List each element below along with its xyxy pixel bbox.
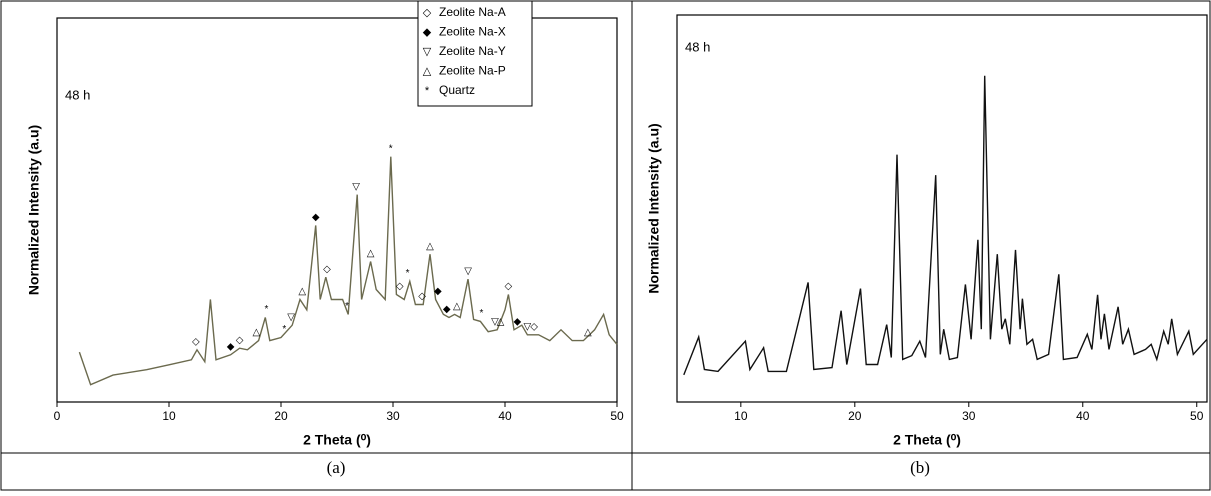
legend-label: Zeolite Na-A bbox=[439, 5, 506, 19]
peak-marker: * bbox=[345, 301, 349, 312]
peak-marker: ▽ bbox=[464, 266, 472, 277]
peak-marker: ◇ bbox=[505, 281, 513, 292]
peak-marker: ▽ bbox=[491, 316, 499, 327]
x-tick-label: 10 bbox=[162, 409, 176, 423]
plot-frame bbox=[56, 17, 618, 403]
peak-marker: * bbox=[389, 143, 393, 154]
peak-marker: * bbox=[264, 304, 268, 315]
peak-marker: △ bbox=[584, 327, 592, 338]
peak-marker: △ bbox=[453, 301, 461, 312]
legend-label: Zeolite Na-Y bbox=[439, 44, 506, 58]
peak-marker: ◆ bbox=[513, 316, 521, 327]
data-line bbox=[683, 75, 1208, 376]
peak-marker: * bbox=[406, 268, 410, 279]
x-tick-label: 20 bbox=[848, 409, 862, 423]
x-tick-label: 10 bbox=[734, 409, 748, 423]
peak-marker: ◇ bbox=[396, 281, 404, 292]
legend-label: Quartz bbox=[439, 83, 475, 97]
legend-symbol: ◆ bbox=[423, 26, 432, 38]
caption: (b) bbox=[910, 458, 930, 477]
panel: 10 20 30 40 50 2 Theta (⁰) Normalized Intensit… bbox=[646, 14, 1208, 448]
x-tick-label: 50 bbox=[610, 409, 624, 423]
legend-symbol: △ bbox=[423, 65, 432, 77]
peak-marker: ◆ bbox=[227, 341, 235, 352]
legend-symbol: ◇ bbox=[423, 7, 432, 19]
caption: (a) bbox=[327, 458, 346, 477]
peak-marker: ◇ bbox=[530, 321, 538, 332]
x-tick-label: 20 bbox=[274, 409, 288, 423]
peak-marker: ◆ bbox=[434, 286, 442, 297]
peak-marker: ◇ bbox=[236, 335, 244, 346]
x-tick-label: 30 bbox=[962, 409, 976, 423]
panel: 0 10 20 30 40 50 2 Theta (⁰) Normalized Intensi… bbox=[26, 0, 624, 448]
y-axis-label: Normalized Intensity (a.u) bbox=[26, 125, 42, 295]
plot-frame bbox=[676, 14, 1208, 403]
x-tick-label: 30 bbox=[386, 409, 400, 423]
peak-marker: △ bbox=[497, 316, 505, 327]
peak-marker: △ bbox=[298, 286, 306, 297]
x-axis-label: 2 Theta (⁰) bbox=[893, 432, 961, 448]
legend-label: Zeolite Na-X bbox=[439, 25, 506, 39]
peak-marker: ▽ bbox=[524, 321, 532, 332]
x-tick-label: 40 bbox=[498, 409, 512, 423]
x-tick-label: 0 bbox=[54, 409, 61, 423]
peak-marker: ◆ bbox=[312, 212, 320, 223]
y-axis-label: Normalized Intensity (a.u) bbox=[646, 123, 662, 293]
legend-label: Zeolite Na-P bbox=[439, 64, 506, 78]
peak-marker: ◇ bbox=[323, 264, 331, 275]
peak-marker: △ bbox=[253, 327, 261, 338]
x-axis-label: 2 Theta (⁰) bbox=[303, 432, 371, 448]
legend-symbol: ▽ bbox=[423, 46, 432, 58]
peak-marker: ▽ bbox=[287, 312, 295, 323]
peak-marker: ◇ bbox=[192, 336, 200, 347]
peak-marker: △ bbox=[367, 248, 375, 259]
x-tick-label: 50 bbox=[1190, 409, 1204, 423]
peak-marker: △ bbox=[426, 241, 434, 252]
peak-marker: * bbox=[480, 308, 484, 319]
annotation: 48 h bbox=[685, 39, 710, 54]
peak-marker: * bbox=[282, 324, 286, 335]
x-tick-label: 40 bbox=[1076, 409, 1090, 423]
legend-box bbox=[417, 0, 533, 107]
legend-symbol: * bbox=[425, 85, 430, 97]
peak-marker: ◆ bbox=[443, 304, 451, 315]
peak-marker: ▽ bbox=[352, 181, 360, 192]
peak-marker: ◇ bbox=[418, 291, 426, 302]
data-line bbox=[78, 156, 618, 386]
annotation: 48 h bbox=[65, 87, 90, 102]
